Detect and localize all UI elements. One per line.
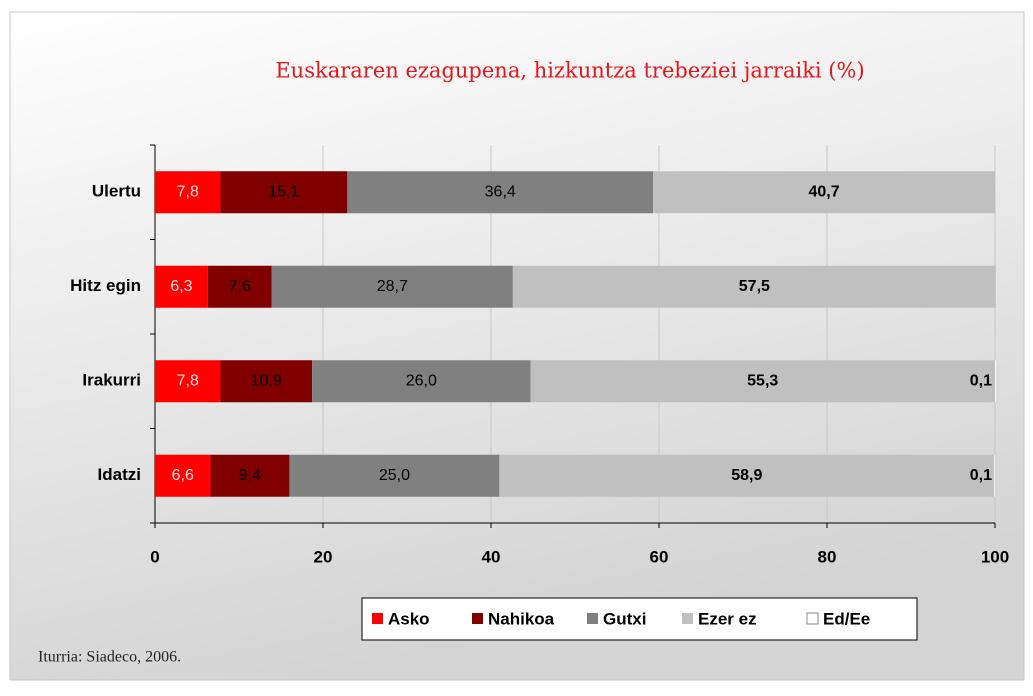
x-tick-label: 60 — [650, 547, 669, 566]
bar-segment — [155, 360, 221, 403]
data-label: 0,1 — [970, 372, 992, 389]
legend-label: Asko — [388, 609, 430, 628]
bar-segment — [347, 171, 654, 214]
data-label: 0,1 — [970, 467, 992, 484]
bar-segment — [207, 265, 272, 308]
legend-label: Ed/Ee — [823, 609, 870, 628]
bar-segment — [312, 360, 531, 403]
bar-segment — [653, 171, 995, 214]
x-tick-label: 0 — [150, 547, 159, 566]
legend-swatch — [806, 612, 819, 625]
bar-segment — [220, 171, 348, 214]
bar-segment — [155, 454, 211, 497]
x-tick-label: 100 — [981, 547, 1009, 566]
data-label: 7,6 — [229, 278, 251, 295]
bar-segment — [530, 360, 995, 403]
data-label: 25,0 — [379, 467, 410, 484]
legend-label: Gutxi — [603, 609, 646, 628]
data-label: 6,3 — [170, 278, 192, 295]
x-tick-label: 40 — [482, 547, 501, 566]
bar-segment — [289, 454, 500, 497]
y-tick-label: Irakurri — [82, 371, 141, 390]
data-label: 57,5 — [739, 278, 770, 295]
legend-label: Ezer ez — [698, 609, 757, 628]
data-label: 9,4 — [239, 467, 261, 484]
legend-swatch — [372, 613, 383, 624]
data-label: 55,3 — [747, 372, 778, 389]
source-note: Iturria: Siadeco, 2006. — [38, 649, 181, 666]
bar-segment — [220, 360, 313, 403]
bar-segment — [155, 171, 221, 214]
data-label: 6,6 — [172, 467, 194, 484]
data-label: 40,7 — [808, 183, 839, 200]
chart-title: Euskararen ezagupena, hizkuntza trebezie… — [275, 59, 864, 83]
bar-segment — [995, 360, 996, 403]
data-label: 36,4 — [485, 183, 516, 200]
bar-segment — [994, 454, 995, 497]
legend-swatch — [682, 613, 693, 624]
legend-swatch — [587, 613, 598, 624]
chart-frame — [9, 11, 1025, 681]
bar-segment — [271, 265, 513, 308]
data-label: 7,8 — [177, 183, 199, 200]
y-tick-label: Ulertu — [92, 182, 141, 201]
y-tick-label: Idatzi — [98, 465, 141, 484]
legend-label: Nahikoa — [488, 609, 555, 628]
data-label: 15,1 — [268, 183, 299, 200]
legend-swatch — [472, 613, 483, 624]
bar-segment — [155, 265, 208, 308]
bar-segment — [499, 454, 995, 497]
x-tick-label: 80 — [818, 547, 837, 566]
data-label: 10,9 — [251, 372, 282, 389]
data-label: 26,0 — [406, 372, 437, 389]
data-label: 7,8 — [177, 372, 199, 389]
data-label: 58,9 — [731, 467, 762, 484]
bar-segment — [210, 454, 290, 497]
x-tick-label: 20 — [314, 547, 333, 566]
legend — [361, 597, 918, 641]
y-tick-label: Hitz egin — [70, 276, 141, 295]
bar-segment — [512, 265, 996, 308]
data-label: 28,7 — [377, 278, 408, 295]
